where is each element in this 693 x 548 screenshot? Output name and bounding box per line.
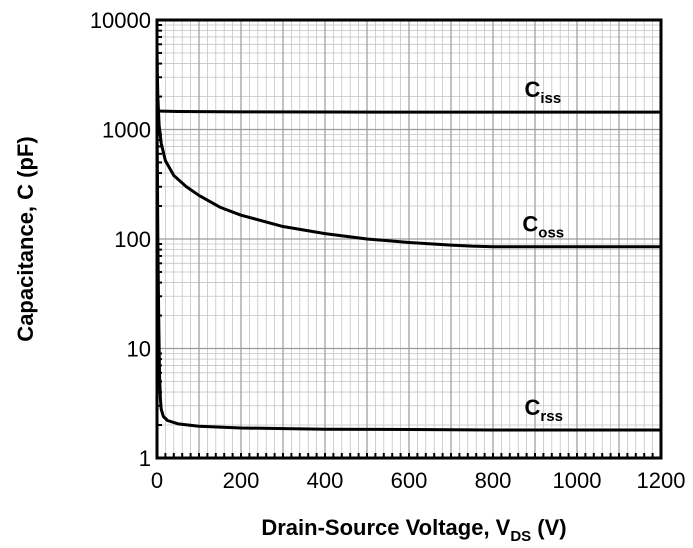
x-tick-label: 200 xyxy=(223,468,260,493)
x-tick-label: 0 xyxy=(151,468,163,493)
x-tick-label: 400 xyxy=(307,468,344,493)
x-tick-label: 800 xyxy=(475,468,512,493)
series-label-coss: Coss xyxy=(522,212,564,242)
series-labels: Ciss Coss Crss xyxy=(522,77,564,425)
y-tick-label: 100 xyxy=(114,227,151,252)
x-axis-title-suffix: (V) xyxy=(531,515,566,540)
y-tick-label: 10000 xyxy=(90,8,151,33)
x-tick-labels: 0 200 400 600 800 1000 1200 xyxy=(151,468,686,493)
x-axis-title-main: Drain-Source Voltage, V xyxy=(261,515,510,540)
y-tick-labels: 1 10 100 1000 10000 xyxy=(90,8,151,471)
series-label-crss: Crss xyxy=(525,395,563,425)
y-axis-title: Capacitance, C (pF) xyxy=(13,136,38,341)
y-tick-label: 1 xyxy=(139,446,151,471)
x-tick-label: 1000 xyxy=(553,468,602,493)
x-tick-label: 1200 xyxy=(637,468,686,493)
x-tick-label: 600 xyxy=(391,468,428,493)
x-axis-title: Drain-Source Voltage, VDS (V) xyxy=(261,515,566,545)
y-tick-label: 10 xyxy=(127,337,151,362)
plot-frame xyxy=(155,18,663,460)
series-label-ciss: Ciss xyxy=(525,77,562,107)
x-axis-title-sub: DS xyxy=(510,528,531,545)
y-tick-label: 1000 xyxy=(102,118,151,143)
series-line-coss xyxy=(155,42,663,249)
